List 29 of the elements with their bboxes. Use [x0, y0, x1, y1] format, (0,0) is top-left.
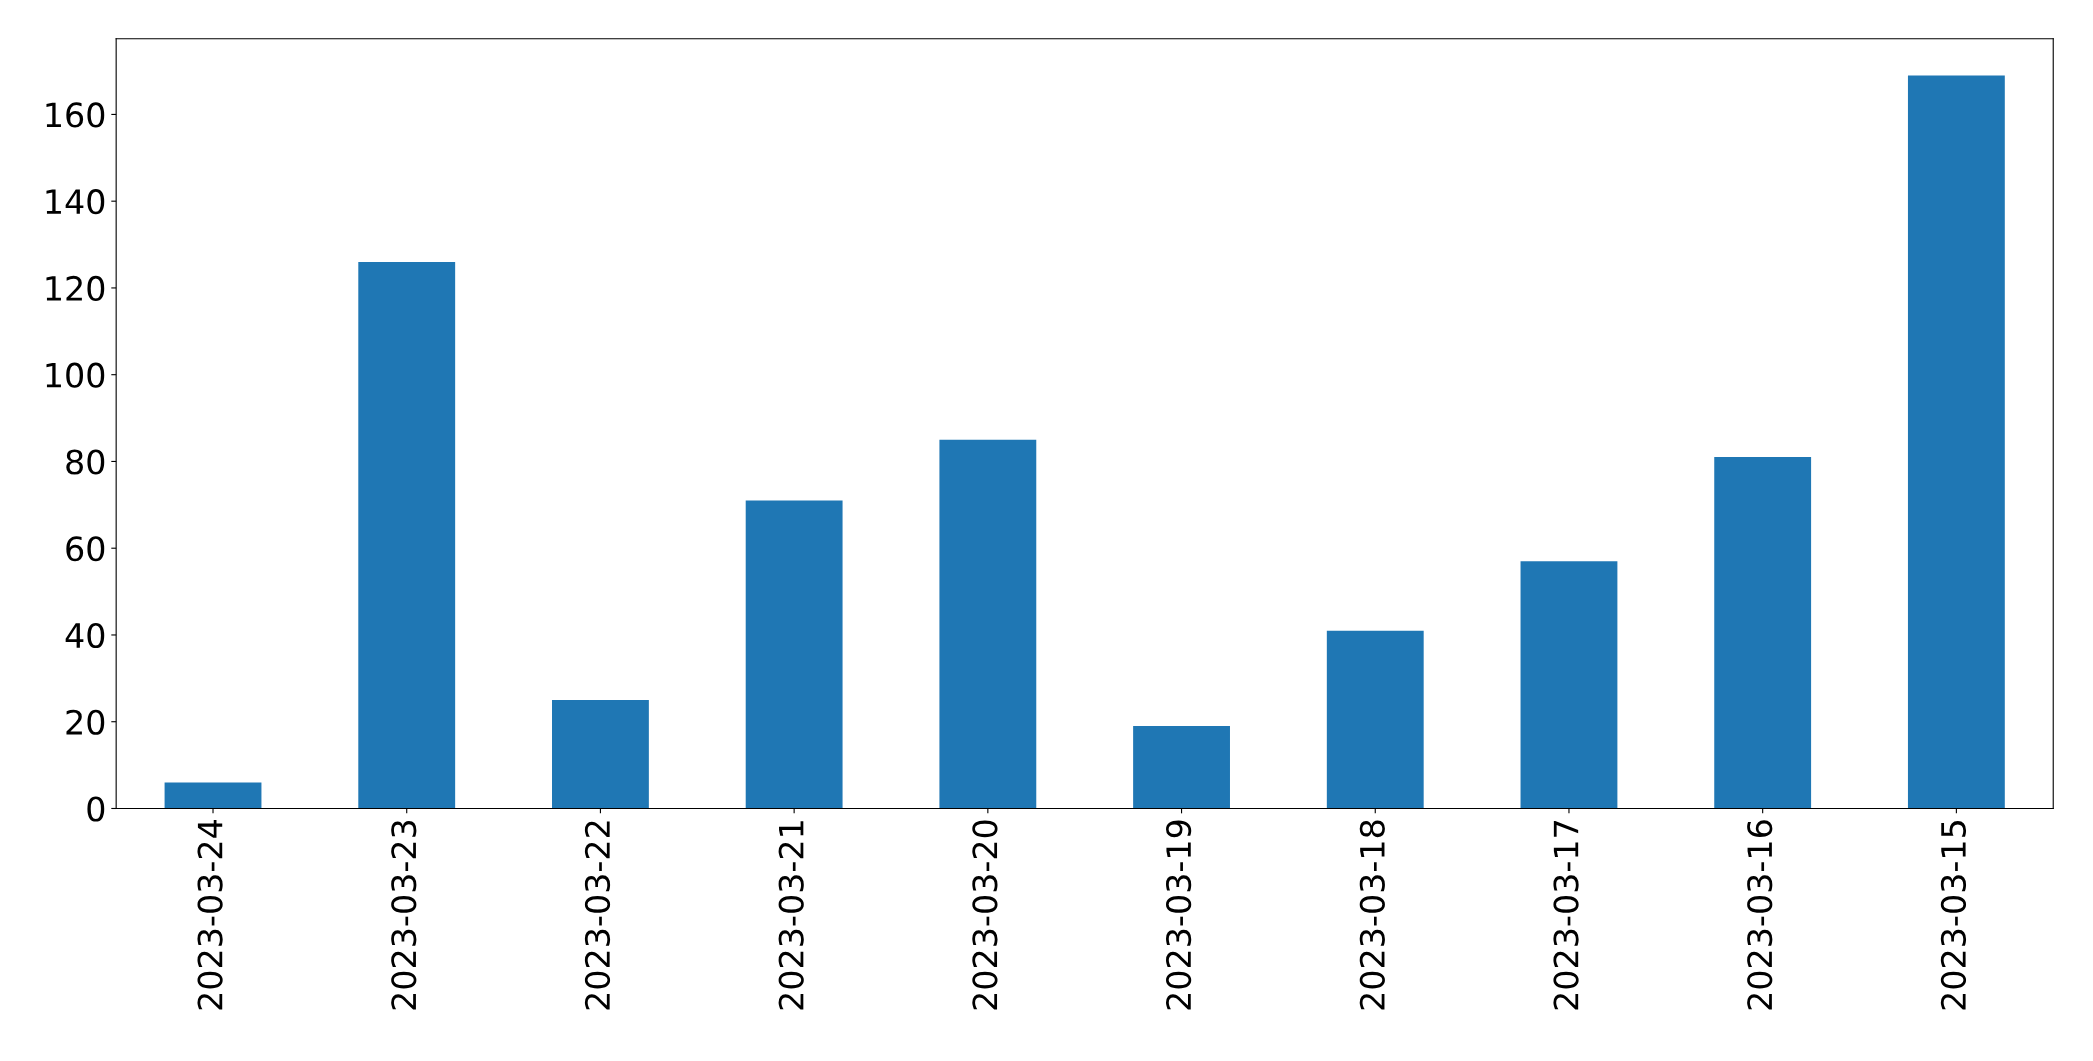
x-tick-label: 2023-03-18 — [1359, 820, 1385, 1010]
y-tick-label: 0 — [87, 796, 105, 822]
bar — [939, 439, 1037, 809]
x-tick-label: 2023-03-17 — [1553, 821, 1579, 1010]
y-tick-label: 20 — [66, 709, 105, 735]
bar — [1907, 75, 2005, 809]
y-tick-label: 140 — [46, 189, 105, 215]
y-tick-label: 160 — [46, 102, 105, 128]
x-tick-label: 2023-03-23 — [391, 820, 417, 1010]
y-tick-label: 120 — [46, 275, 105, 302]
bar — [1133, 726, 1230, 809]
x-tick-label: 2023-03-19 — [1166, 820, 1192, 1010]
bar — [164, 782, 262, 809]
x-tick-label: 2023-03-21 — [778, 821, 804, 1010]
bar — [745, 500, 843, 809]
bar — [358, 261, 456, 809]
x-tick-label: 2023-03-24 — [197, 820, 223, 1010]
y-tick-label: 40 — [65, 622, 105, 649]
y-tick-label: 80 — [66, 449, 105, 475]
bar — [1714, 457, 1812, 809]
x-tick-label: 2023-03-15 — [1940, 821, 1967, 1010]
bar — [1326, 630, 1424, 809]
bar — [552, 700, 649, 809]
y-tick-label: 100 — [46, 362, 105, 388]
bar — [1520, 561, 1618, 809]
x-tick-label: 2023-03-16 — [1747, 820, 1773, 1010]
x-tick-label: 2023-03-20 — [972, 820, 998, 1010]
y-tick-label: 60 — [66, 536, 105, 562]
x-tick-label: 2023-03-22 — [584, 821, 611, 1010]
